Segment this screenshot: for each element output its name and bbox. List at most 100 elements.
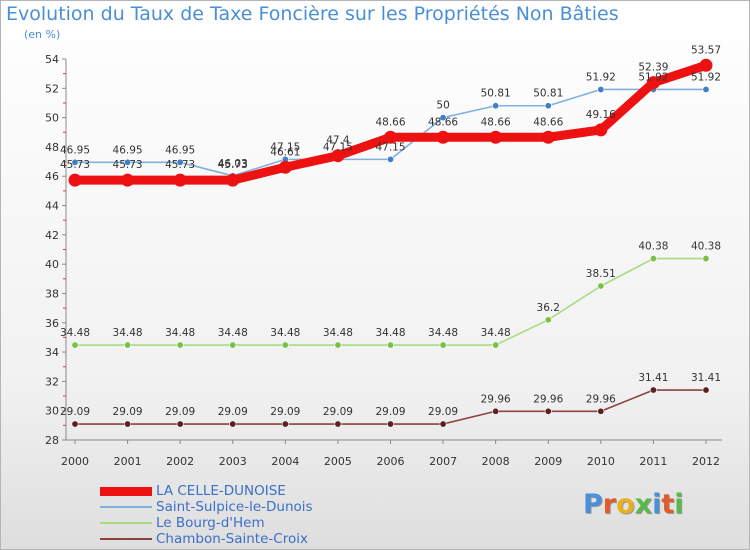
x-tick-label: 2000 — [61, 455, 89, 468]
logo-letter: r — [602, 489, 617, 520]
data-point — [649, 386, 657, 394]
data-point — [649, 255, 657, 263]
y-unit-label: (en %) — [24, 28, 61, 41]
data-label: 29.09 — [165, 406, 195, 418]
data-point — [597, 282, 605, 290]
data-label: 50 — [436, 100, 449, 112]
data-point — [226, 173, 240, 187]
logo-letter: t — [661, 489, 675, 520]
data-label: 34.48 — [270, 327, 300, 339]
data-label: 45.73 — [60, 159, 90, 171]
logo-letter: x — [634, 489, 653, 520]
data-point — [699, 58, 713, 72]
data-point — [281, 341, 289, 349]
data-point — [176, 341, 184, 349]
data-label: 34.48 — [323, 327, 353, 339]
data-point — [439, 114, 447, 122]
x-tick-label: 2008 — [482, 455, 510, 468]
data-label: 47.15 — [270, 141, 300, 153]
data-point — [124, 420, 132, 428]
data-point — [71, 420, 79, 428]
data-point — [439, 341, 447, 349]
data-label: 48.66 — [375, 116, 405, 128]
data-label: 48.66 — [533, 116, 563, 128]
y-tick-label: 54 — [45, 53, 59, 66]
x-tick-label: 2010 — [587, 455, 615, 468]
data-point — [439, 420, 447, 428]
x-tick-label: 2004 — [271, 455, 299, 468]
legend-label: Saint-Sulpice-le-Dunois — [156, 499, 313, 515]
data-label: 29.96 — [481, 393, 511, 405]
data-label: 53.57 — [691, 44, 721, 56]
legend-swatch — [100, 487, 152, 496]
data-label: 45.73 — [218, 159, 248, 171]
data-point — [646, 76, 660, 90]
x-tick-label: 2009 — [534, 455, 562, 468]
logo-letter: i — [652, 489, 662, 520]
data-label: 51.92 — [586, 71, 616, 83]
data-point — [229, 341, 237, 349]
data-point — [702, 386, 710, 394]
data-label: 29.09 — [113, 406, 143, 418]
data-point — [492, 102, 500, 110]
data-point — [544, 407, 552, 415]
data-label: 49.16 — [586, 109, 616, 121]
data-label: 47.15 — [323, 141, 353, 153]
y-tick-label: 40 — [45, 258, 59, 271]
data-point — [702, 85, 710, 93]
y-tick-label: 38 — [45, 287, 59, 300]
series-chambon-sainte-croix — [71, 386, 710, 428]
data-point — [489, 130, 503, 144]
data-point — [384, 130, 397, 144]
legend-label: LA CELLE-DUNOISE — [156, 483, 286, 499]
data-label: 29.09 — [270, 406, 300, 418]
data-label: 29.09 — [428, 406, 458, 418]
data-label: 34.48 — [165, 327, 195, 339]
x-tick-label: 2006 — [377, 455, 405, 468]
y-tick-label: 32 — [45, 375, 59, 388]
data-point — [71, 158, 79, 166]
data-label: 34.48 — [113, 327, 143, 339]
legend-swatch — [100, 538, 152, 540]
y-tick-label: 44 — [45, 200, 59, 213]
data-label: 47.15 — [375, 141, 405, 153]
data-point — [492, 341, 500, 349]
data-point — [597, 407, 605, 415]
data-label: 34.48 — [481, 327, 511, 339]
data-label: 46.03 — [218, 158, 248, 170]
data-point — [544, 316, 552, 324]
data-point — [176, 158, 184, 166]
data-point — [544, 102, 552, 110]
data-label: 29.09 — [323, 406, 353, 418]
data-label: 48.66 — [481, 116, 511, 128]
x-tick-label: 2007 — [429, 455, 457, 468]
data-point — [229, 420, 237, 428]
data-label: 46.95 — [113, 144, 143, 156]
data-point — [176, 420, 184, 428]
data-label: 47.4 — [326, 135, 350, 147]
data-point — [334, 420, 342, 428]
data-point — [121, 173, 135, 187]
logo-letter: i — [674, 489, 684, 520]
data-label: 34.48 — [60, 327, 90, 339]
data-point — [331, 149, 345, 163]
legend-swatch — [100, 522, 152, 524]
y-tick-label: 28 — [45, 434, 59, 447]
data-point — [71, 341, 79, 349]
data-point — [386, 341, 394, 349]
data-point — [436, 130, 450, 144]
data-label: 38.51 — [586, 268, 616, 280]
data-point — [386, 155, 394, 163]
data-label: 45.73 — [165, 159, 195, 171]
data-point — [597, 85, 605, 93]
data-label: 29.09 — [60, 406, 90, 418]
data-label: 34.48 — [375, 327, 405, 339]
y-tick-label: 46 — [45, 170, 59, 183]
legend-swatch — [100, 506, 152, 508]
data-label: 48.66 — [428, 116, 458, 128]
data-point — [541, 130, 555, 144]
data-label: 29.09 — [375, 406, 405, 418]
data-label: 34.48 — [218, 327, 248, 339]
data-point — [281, 420, 289, 428]
